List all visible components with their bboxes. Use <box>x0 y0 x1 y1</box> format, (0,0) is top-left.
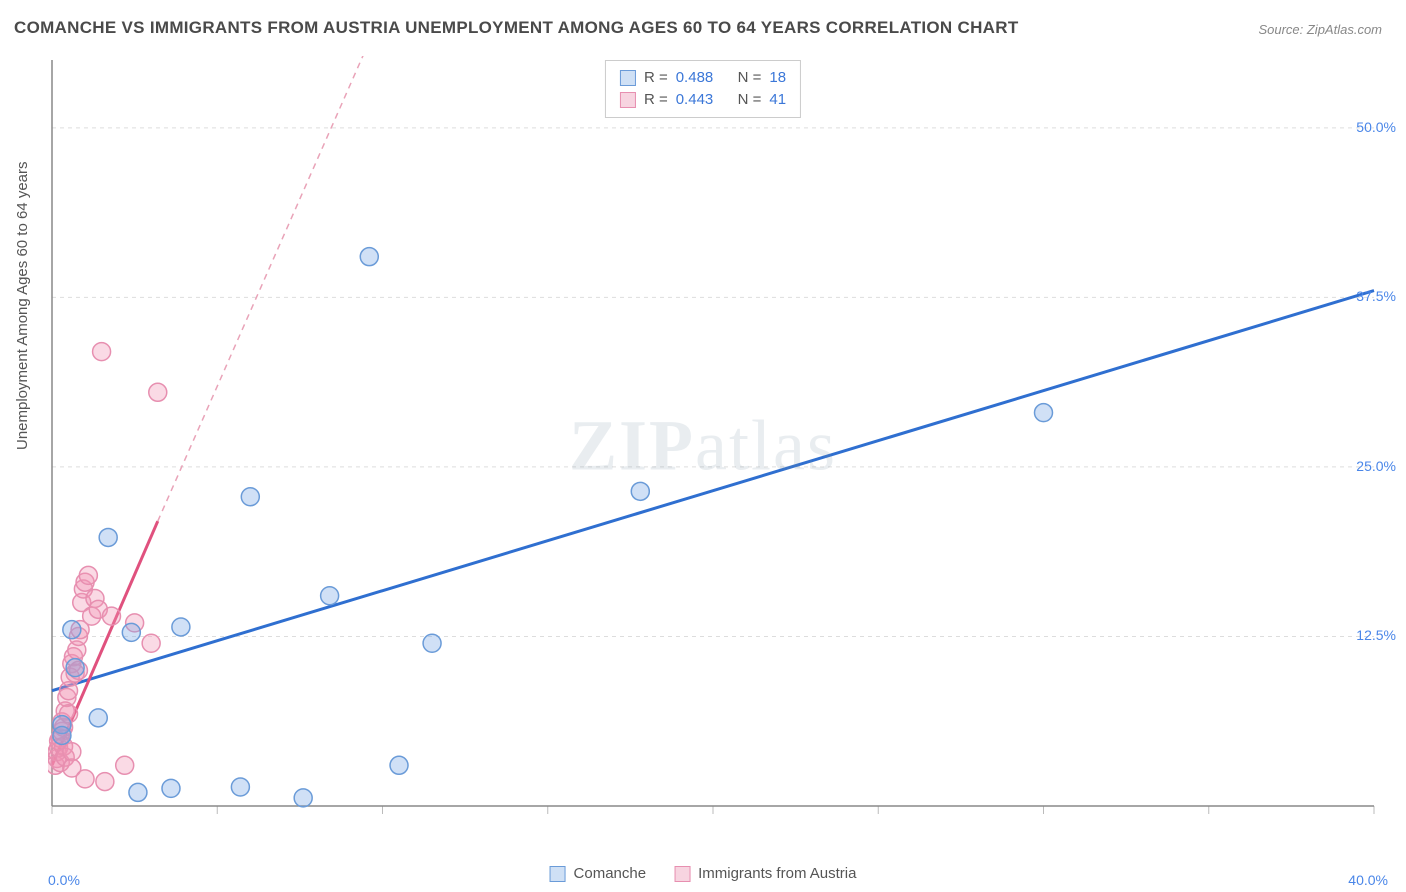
stats-row-austria: R =0.443 N =41 <box>620 89 786 111</box>
chart-title: COMANCHE VS IMMIGRANTS FROM AUSTRIA UNEM… <box>14 18 1019 38</box>
x-axis-min-label: 0.0% <box>48 872 80 888</box>
legend-item: Comanche <box>550 865 647 882</box>
y-tick-label: 37.5% <box>1356 288 1396 304</box>
legend-swatch <box>674 866 690 882</box>
legend-label: Immigrants from Austria <box>698 865 856 882</box>
stats-legend: R =0.488 N =18 R =0.443 N =41 <box>605 60 801 118</box>
y-tick-label: 50.0% <box>1356 119 1396 135</box>
y-axis-label: Unemployment Among Ages 60 to 64 years <box>14 161 31 450</box>
swatch-austria <box>620 92 636 108</box>
legend-swatch <box>550 866 566 882</box>
source-label: Source: ZipAtlas.com <box>1258 22 1382 37</box>
scatter-plot <box>48 56 1378 836</box>
stats-row-comanche: R =0.488 N =18 <box>620 67 786 89</box>
legend-label: Comanche <box>574 865 647 882</box>
x-axis-max-label: 40.0% <box>1348 872 1388 888</box>
bottom-legend: Comanche Immigrants from Austria <box>550 865 857 882</box>
legend-item: Immigrants from Austria <box>674 865 856 882</box>
y-tick-label: 25.0% <box>1356 458 1396 474</box>
y-tick-label: 12.5% <box>1356 627 1396 643</box>
swatch-comanche <box>620 70 636 86</box>
